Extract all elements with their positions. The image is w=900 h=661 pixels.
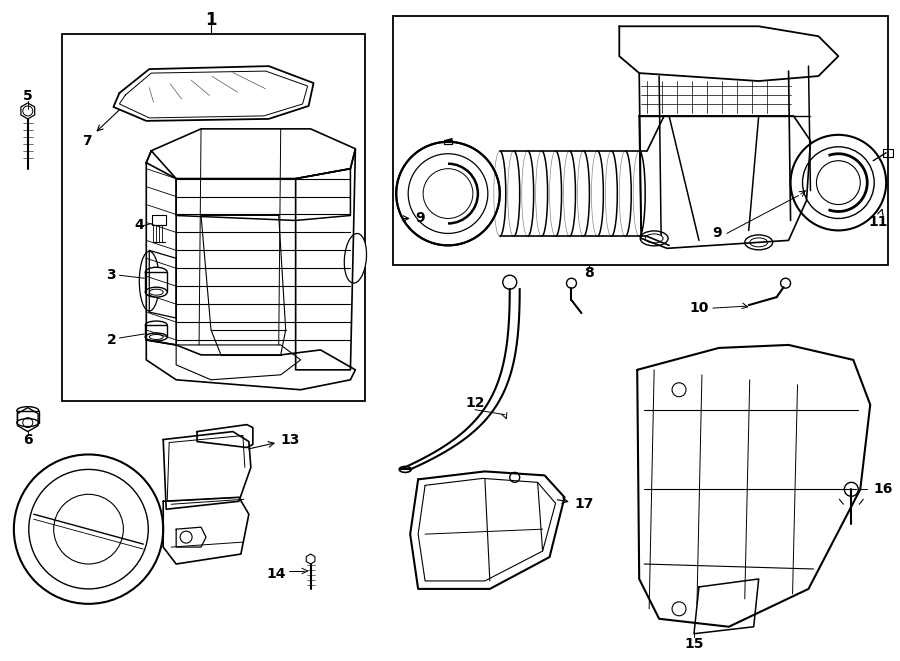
Ellipse shape	[645, 234, 663, 243]
Ellipse shape	[145, 321, 167, 329]
Text: 4: 4	[134, 218, 144, 233]
Text: 6: 6	[23, 432, 32, 447]
Ellipse shape	[745, 235, 772, 250]
Text: 8: 8	[584, 266, 594, 280]
Text: 1: 1	[205, 11, 217, 29]
Text: 10: 10	[689, 301, 708, 315]
Text: 11: 11	[868, 210, 887, 229]
Bar	[61, 34, 365, 401]
Ellipse shape	[140, 251, 159, 311]
Ellipse shape	[149, 334, 163, 340]
Text: 7: 7	[82, 110, 120, 148]
Text: 15: 15	[684, 637, 704, 650]
Text: 14: 14	[266, 567, 285, 581]
Ellipse shape	[145, 287, 167, 297]
Text: 2: 2	[106, 333, 116, 347]
Ellipse shape	[17, 418, 39, 426]
Text: 9: 9	[403, 212, 425, 225]
Text: 16: 16	[873, 483, 893, 496]
Ellipse shape	[145, 333, 167, 341]
Text: 12: 12	[465, 396, 484, 410]
Text: 17: 17	[557, 497, 594, 511]
Ellipse shape	[149, 289, 163, 295]
Bar	[17, 410, 39, 422]
Ellipse shape	[180, 531, 192, 543]
Ellipse shape	[750, 238, 768, 247]
Text: 13: 13	[248, 432, 300, 449]
Text: 9: 9	[712, 227, 722, 241]
Ellipse shape	[145, 267, 167, 277]
Bar	[145, 272, 167, 292]
Text: 3: 3	[106, 268, 116, 282]
Ellipse shape	[345, 233, 366, 283]
Ellipse shape	[400, 467, 411, 473]
Ellipse shape	[640, 231, 668, 246]
Ellipse shape	[17, 407, 39, 414]
Text: 5: 5	[22, 89, 32, 103]
Bar	[145, 325, 167, 337]
Bar	[393, 17, 888, 265]
